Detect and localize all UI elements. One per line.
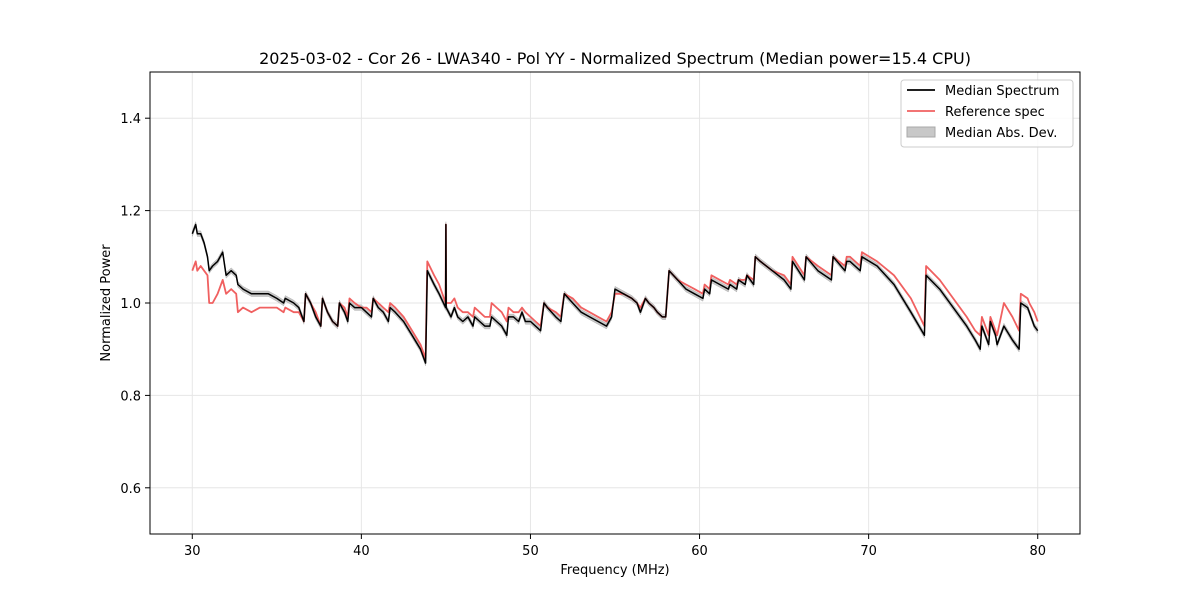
chart-title: 2025-03-02 - Cor 26 - LWA340 - Pol YY - … [259,49,971,68]
x-tick-label: 60 [691,544,708,559]
x-axis-title: Frequency (MHz) [560,563,669,578]
x-tick-label: 40 [353,544,370,559]
x-tick-label: 80 [1029,544,1046,559]
legend-swatch-mad [906,126,936,138]
x-tick-label: 30 [184,544,201,559]
median-spectrum-line [191,223,1039,364]
y-axis-title: Normalized Power [99,244,114,362]
legend-label-median: Median Spectrum [945,84,1059,99]
axis-ticks: 30 40 50 60 70 80 0.6 0.8 1.0 1.2 1.4 [120,112,1046,559]
mad-band [192,220,1038,366]
y-tick-label: 1.0 [120,297,141,312]
y-tick-label: 0.6 [120,482,141,497]
legend: Median Spectrum Reference spec Median Ab… [900,79,1074,148]
mad-band-layer [192,220,1038,366]
x-tick-label: 70 [860,544,877,559]
legend-label-mad: Median Abs. Dev. [945,126,1057,141]
x-tick-label: 50 [522,544,539,559]
y-tick-label: 0.8 [120,389,141,404]
legend-label-reference: Reference spec [945,105,1045,120]
y-tick-label: 1.2 [120,205,141,220]
series-layer [191,223,1039,364]
y-tick-label: 1.4 [120,112,141,127]
legend-box [900,79,1074,148]
